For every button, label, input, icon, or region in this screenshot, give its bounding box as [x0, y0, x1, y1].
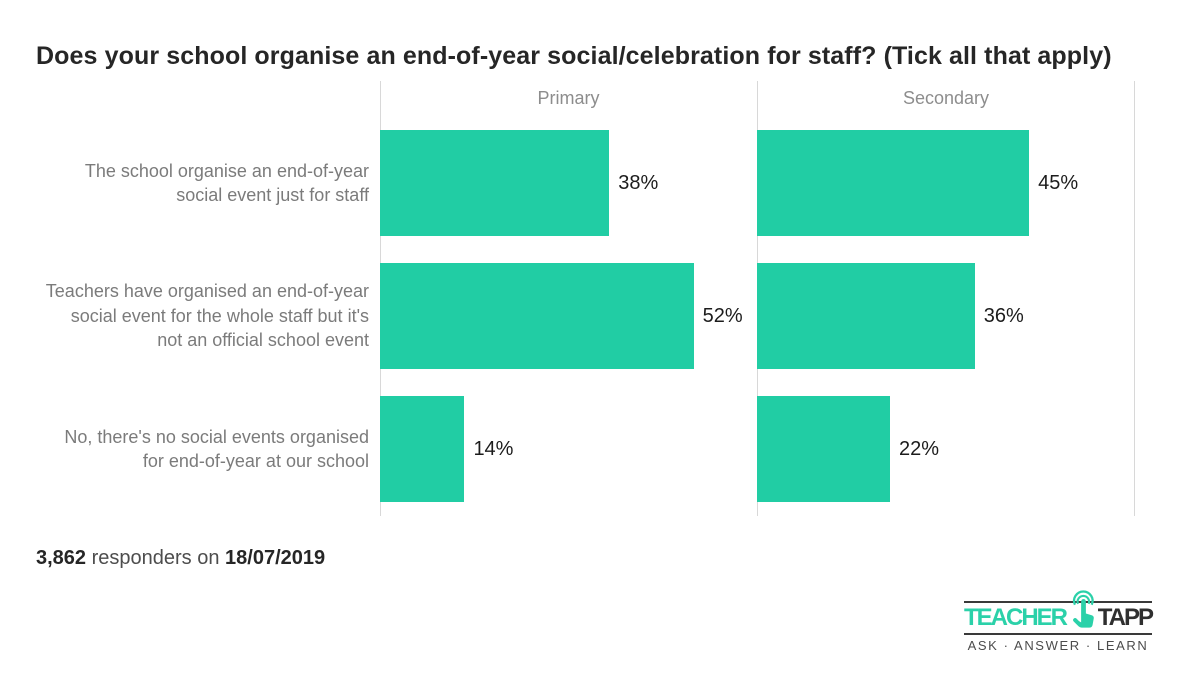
chart-grid: Primary Secondary The school organise an…	[0, 81, 1135, 516]
bar-cell-secondary-1: 45%	[757, 117, 1135, 250]
bar-cell-secondary-3: 22%	[757, 383, 1135, 516]
responders-line: 3,862 responders on 18/07/2019	[36, 547, 1184, 570]
bar-value-label: 14%	[473, 437, 514, 460]
bar-primary-1	[380, 130, 610, 236]
bar-primary-3	[380, 396, 465, 502]
panel-header-secondary: Secondary	[902, 88, 990, 108]
bar-primary-2	[380, 263, 694, 369]
teachertapp-logo: TEACHER TAPP ASK · ANSWER · LEARN	[964, 590, 1154, 653]
category-label-2: Teachers have organised an end-of-year s…	[45, 281, 369, 351]
responders-text: responders on	[86, 546, 226, 569]
chart-area: Primary Secondary The school organise an…	[0, 80, 1184, 516]
responders-date: 18/07/2019	[225, 546, 326, 569]
logo-rule-top	[964, 601, 1152, 603]
bar-secondary-3	[757, 396, 891, 502]
bar-value-label: 52%	[702, 304, 743, 327]
bar-value-label: 22%	[899, 437, 940, 460]
responders-count: 3,862	[36, 546, 87, 569]
bar-secondary-2	[757, 263, 975, 369]
bar-cell-primary-2: 52%	[380, 250, 757, 383]
bar-cell-secondary-2: 36%	[757, 250, 1135, 383]
bar-cell-primary-1: 38%	[380, 117, 757, 250]
panel-header-primary: Primary	[537, 88, 600, 108]
tap-hand-icon	[1072, 590, 1094, 628]
logo-wordmark: TEACHER TAPP	[964, 590, 1154, 633]
logo-tagline: ASK · ANSWER · LEARN	[967, 638, 1149, 653]
brand-tapp-text: TAPP	[1097, 604, 1154, 631]
logo-rule-bottom	[964, 633, 1152, 635]
bar-cell-primary-3: 14%	[380, 383, 757, 516]
header-spacer	[0, 81, 380, 117]
category-label-1: The school organise an end-of-year socia…	[84, 160, 369, 205]
brand-teacher-text: TEACHER	[964, 604, 1068, 631]
bar-secondary-1	[757, 130, 1030, 236]
chart-title: Does your school organise an end-of-year…	[36, 42, 1112, 70]
bar-value-label: 38%	[618, 171, 659, 194]
category-label-3: No, there's no social events organised f…	[64, 426, 369, 471]
bar-value-label: 45%	[1038, 171, 1079, 194]
bar-value-label: 36%	[983, 304, 1024, 327]
axis-line-right	[1134, 80, 1135, 516]
